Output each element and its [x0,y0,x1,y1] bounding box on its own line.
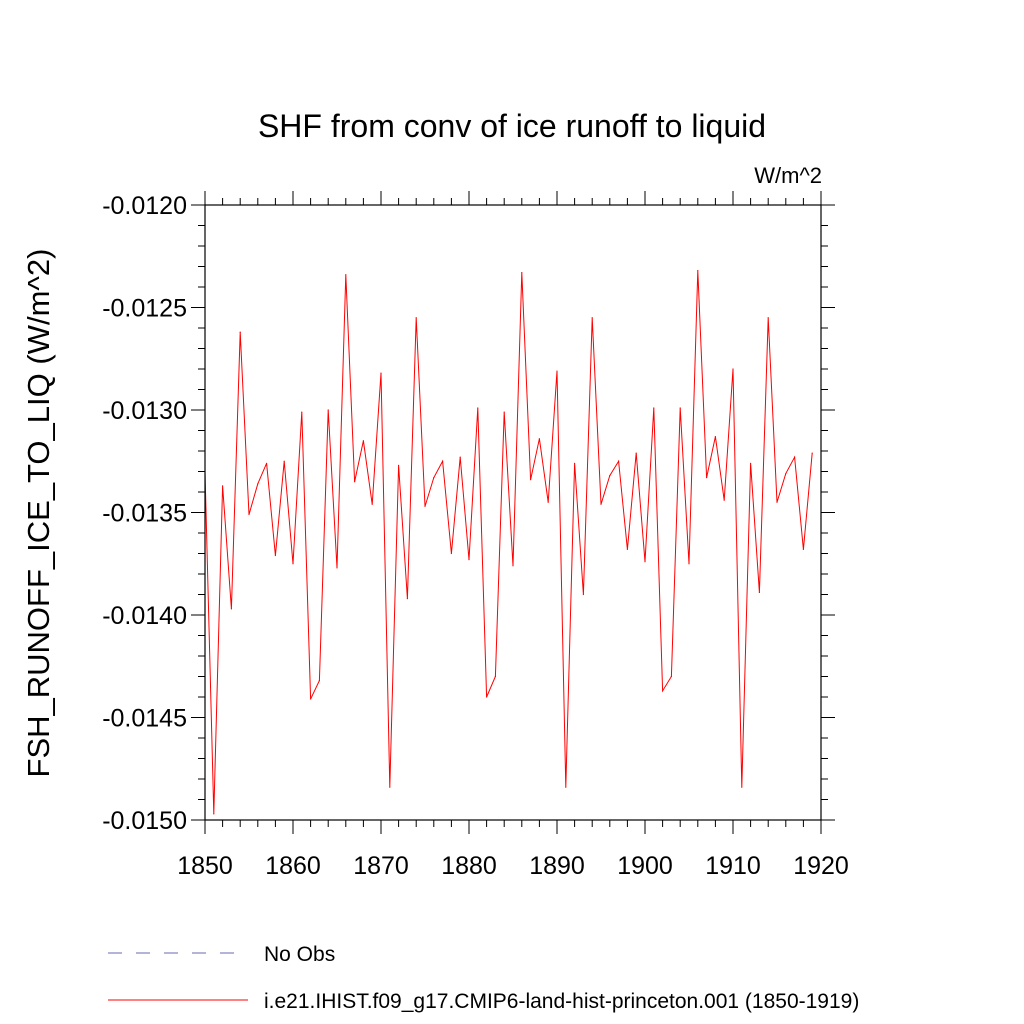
data-point [398,464,400,466]
data-point [626,548,629,551]
chart-title: SHF from conv of ice runoff to liquid [258,108,766,144]
data-point [741,786,743,788]
legend: No Obs i.e21.IHIST.f09_g17.CMIP6-land-hi… [108,943,859,1013]
data-point [556,370,558,372]
data-point [486,696,488,698]
data-point [406,598,408,600]
x-tick-label: 1860 [265,852,321,880]
data-point [706,477,708,479]
data-point [582,593,585,596]
x-tick-label: 1870 [353,852,409,880]
x-tick-label: 1900 [617,852,673,880]
data-point [750,462,752,464]
data-point [292,563,294,565]
data-point [301,411,303,413]
data-point [794,456,796,458]
data-point [389,786,391,788]
y-tick-label: -0.0130 [102,397,187,425]
data-point [574,462,576,464]
plot-frame [204,204,822,821]
data-point [459,456,461,458]
data-point [239,331,241,333]
data-point [512,565,514,567]
data-point [785,472,787,475]
data-point [521,272,523,274]
plot-area: 1850 1860 1870 1880 1890 1900 1910 1920 -0.0120 -… [102,191,849,880]
data-point [318,680,320,682]
data-point [354,481,356,483]
data-point [371,503,373,505]
data-point [442,460,444,462]
data-point [723,499,725,501]
data-point [230,608,232,610]
data-point [213,813,215,815]
x-tick-label: 1920 [793,852,849,880]
data-point [635,452,637,454]
data-point [327,409,329,411]
x-tick-label: 1880 [441,852,497,880]
y-tick-label: -0.0120 [102,192,187,220]
y-tick-label: -0.0145 [102,705,187,733]
data-point [618,460,620,462]
data-point [468,559,470,561]
data-point [503,411,505,413]
units-label: W/m^2 [754,163,822,188]
data-point [415,317,417,319]
data-point [222,485,224,487]
data-point [538,438,541,440]
data-point [380,372,382,374]
data-point [767,317,769,319]
data-point [248,513,250,516]
data-point [310,698,312,700]
data-point [283,460,285,462]
data-point [670,675,673,678]
data-point [732,368,734,370]
data-point [547,501,549,503]
y-tick-label: -0.0140 [102,602,187,630]
data-point [591,317,593,319]
data-point [345,274,347,276]
data-point [802,548,805,551]
data-point [424,505,426,507]
x-tick-label: 1890 [529,852,585,880]
data-point [653,407,655,409]
data-point [714,436,717,438]
data-point [679,407,681,409]
data-point [530,479,532,481]
data-point [450,552,452,555]
data-point [811,452,813,454]
y-tick-label: -0.0150 [102,807,187,835]
data-point [609,475,611,477]
data-point [266,462,268,464]
data-point [433,477,435,479]
legend-label-no-obs: No Obs [264,943,335,966]
data-point [644,561,646,563]
y-axis-label: FSH_RUNOFF_ICE_TO_LIQ (W/m^2) [21,249,56,778]
data-point [697,270,699,272]
data-point [494,675,496,678]
series-line [204,270,813,814]
x-tick-label: 1910 [705,852,761,880]
data-point [257,483,259,485]
data-point [776,501,778,503]
legend-label-model: i.e21.IHIST.f09_g17.CMIP6-land-hist-prin… [264,990,859,1013]
data-point [600,503,602,505]
x-tick-label: 1850 [177,852,233,880]
data-point [565,786,567,788]
data-point [758,591,761,594]
data-point [362,440,364,442]
y-tick-label: -0.0125 [102,295,187,323]
y-tick-label: -0.0135 [102,500,187,528]
data-point [477,407,479,409]
data-point [662,690,664,692]
data-point [274,554,276,557]
data-point [336,567,338,569]
data-point [688,563,690,565]
